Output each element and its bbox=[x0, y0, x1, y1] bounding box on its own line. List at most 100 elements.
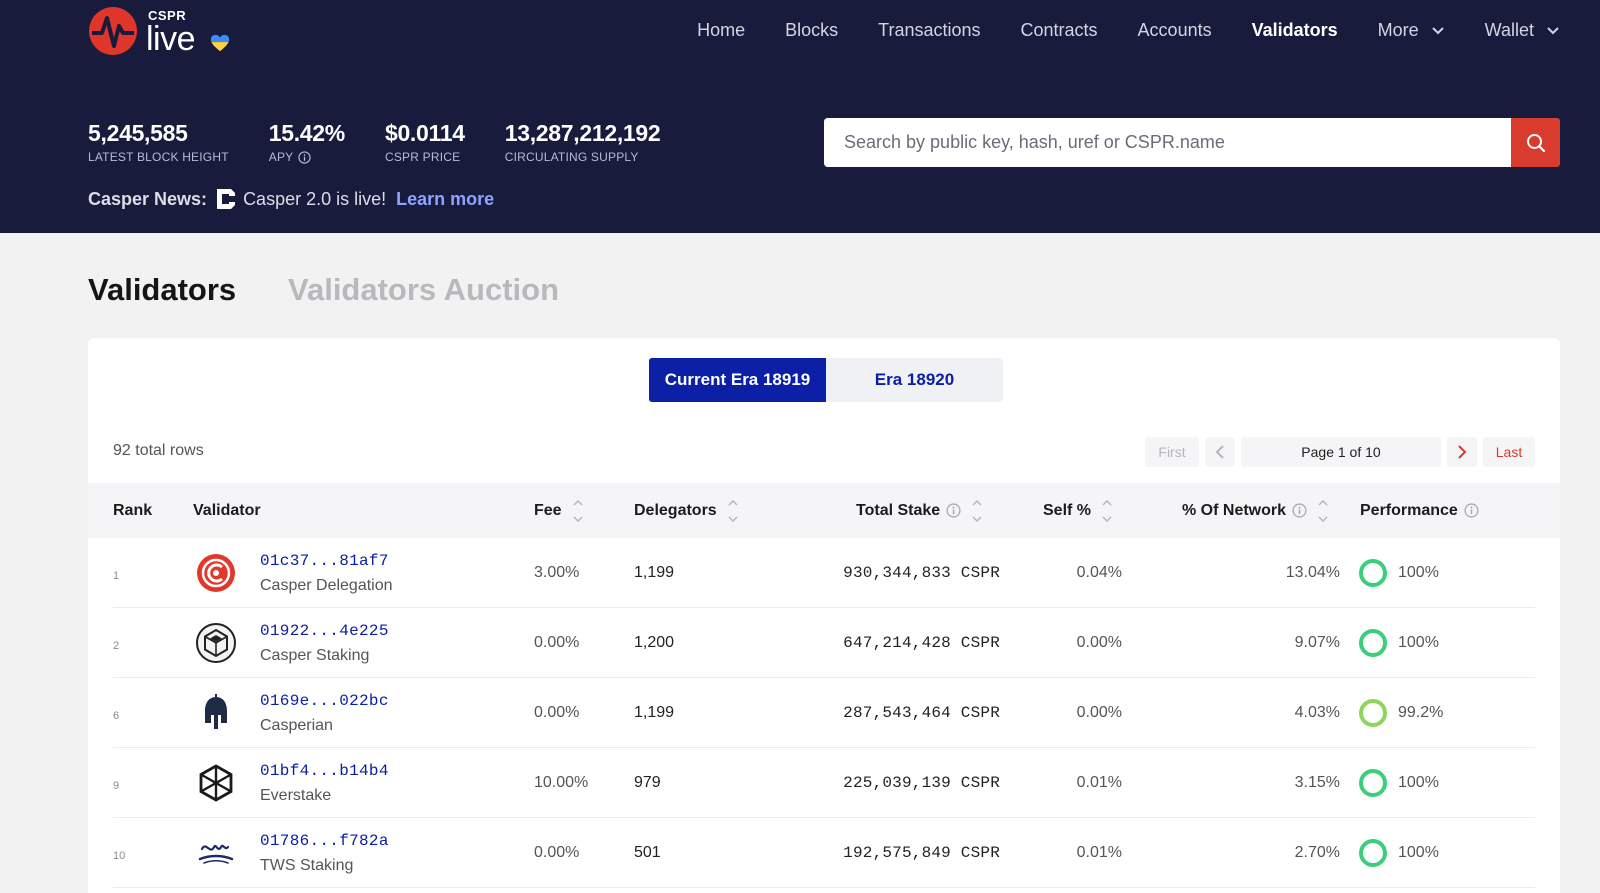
network-stats: 5,245,585 LATEST BLOCK HEIGHT 15.42% APY… bbox=[88, 120, 700, 164]
nav-wallet-label: Wallet bbox=[1484, 20, 1534, 40]
info-icon[interactable] bbox=[1292, 503, 1307, 518]
stat-apy: 15.42% APY bbox=[268, 120, 346, 164]
spartan-helmet-logo-icon bbox=[205, 694, 227, 729]
row-validator: 01786...f782a TWS Staking bbox=[260, 818, 389, 888]
row-performance: 100% bbox=[1358, 818, 1439, 888]
table-row[interactable]: 1 01c37...81af7 Casper Delegation 3.00% … bbox=[88, 538, 1560, 608]
row-network: 3.15% bbox=[1294, 774, 1340, 791]
sort-icon[interactable] bbox=[572, 496, 584, 526]
header-rank-label: Rank bbox=[113, 501, 153, 519]
row-performance: 99.2% bbox=[1358, 678, 1443, 748]
performance-value: 100% bbox=[1398, 634, 1439, 651]
row-rank: 9 bbox=[113, 780, 120, 792]
validator-name: Casper Delegation bbox=[260, 576, 393, 594]
info-icon[interactable] bbox=[1464, 503, 1479, 518]
tab-validators[interactable]: Validators bbox=[88, 272, 237, 307]
header-performance-label: Performance bbox=[1360, 501, 1458, 519]
header-delegators-label: Delegators bbox=[634, 501, 717, 519]
row-divider bbox=[113, 747, 1535, 748]
stat-label-text: APY bbox=[268, 150, 294, 164]
nav-home[interactable]: Home bbox=[697, 20, 745, 41]
row-rank: 6 bbox=[113, 710, 120, 722]
validator-hash-link[interactable]: 01922...4e225 bbox=[260, 621, 389, 640]
row-fee: 10.00% bbox=[534, 774, 589, 791]
stat-label: CSPR PRICE bbox=[385, 150, 465, 164]
search-icon bbox=[1526, 133, 1545, 152]
header-validator-label: Validator bbox=[193, 501, 261, 519]
table-row[interactable]: 9 01bf4...b14b4 Everstake 10.00% 979 225… bbox=[88, 748, 1560, 818]
validator-hash-link[interactable]: 01c37...81af7 bbox=[260, 551, 389, 570]
sort-icon[interactable] bbox=[1101, 496, 1113, 526]
nav-wallet[interactable]: Wallet bbox=[1485, 20, 1560, 41]
table-row[interactable]: 10 01786...f782a TWS Staking 0.00% 501 1… bbox=[88, 818, 1560, 888]
stat-label-text: CIRCULATING SUPPLY bbox=[504, 150, 639, 164]
stat-label-text: LATEST BLOCK HEIGHT bbox=[88, 150, 229, 164]
cspr-live-logo[interactable]: CSPR live bbox=[88, 6, 248, 58]
stat-label: APY bbox=[269, 150, 345, 164]
validator-hash-link[interactable]: 0169e...022bc bbox=[260, 691, 389, 710]
validators-card: Current Era 18919 Era 18920 92 total row… bbox=[88, 338, 1560, 893]
next-era-button[interactable]: Era 18920 bbox=[826, 358, 1003, 402]
validator-hash-link[interactable]: 01bf4...b14b4 bbox=[260, 761, 389, 780]
nav-blocks[interactable]: Blocks bbox=[785, 20, 838, 41]
nav-accounts[interactable]: Accounts bbox=[1138, 20, 1212, 41]
row-fee: 0.00% bbox=[534, 844, 580, 861]
row-rank: 1 bbox=[113, 570, 120, 582]
row-self: 0.01% bbox=[1076, 774, 1122, 791]
table-row[interactable]: 6 0169e...022bc Casperian 0.00% 1,199 28… bbox=[88, 678, 1560, 748]
learn-more-link[interactable]: Learn more bbox=[396, 188, 495, 209]
row-delegators: 1,199 bbox=[634, 564, 675, 581]
main-nav: Home Blocks Transactions Contracts Accou… bbox=[657, 20, 1560, 41]
sort-icon[interactable] bbox=[971, 496, 983, 526]
header-delegators[interactable]: Delegators bbox=[634, 483, 739, 538]
stat-block-height: 5,245,585 LATEST BLOCK HEIGHT bbox=[88, 120, 229, 164]
row-total-stake: 192,575,849 CSPR bbox=[843, 844, 1000, 862]
sort-icon[interactable] bbox=[727, 496, 739, 526]
nav-transactions[interactable]: Transactions bbox=[878, 20, 980, 41]
nav-validators-label: Validators bbox=[1251, 20, 1338, 40]
search-bar bbox=[824, 118, 1560, 167]
row-performance: 100% bbox=[1358, 538, 1439, 608]
header-fee-label: Fee bbox=[534, 501, 562, 519]
top-header: CSPR live Home Blocks Transactions Contr… bbox=[0, 0, 1600, 233]
row-total-stake: 647,214,428 CSPR bbox=[843, 634, 1000, 652]
header-network[interactable]: % Of Network bbox=[1182, 483, 1329, 538]
search-input[interactable] bbox=[824, 118, 1511, 167]
row-validator: 01c37...81af7 Casper Delegation bbox=[260, 538, 393, 608]
current-era-button[interactable]: Current Era 18919 bbox=[649, 358, 826, 402]
info-icon[interactable] bbox=[298, 150, 311, 164]
nav-contracts[interactable]: Contracts bbox=[1021, 20, 1098, 41]
validator-name: Everstake bbox=[260, 786, 332, 804]
search-button[interactable] bbox=[1511, 118, 1560, 167]
sort-icon[interactable] bbox=[1317, 496, 1329, 526]
row-delegators: 501 bbox=[634, 844, 661, 861]
table-row[interactable]: 2 01922...4e225 Casper Staking 0.00% 1,2… bbox=[88, 608, 1560, 678]
page-indicator: Page 1 of 10 bbox=[1241, 437, 1441, 467]
header-total-stake[interactable]: Total Stake bbox=[856, 483, 983, 538]
heart-icon bbox=[210, 34, 230, 52]
info-icon[interactable] bbox=[946, 503, 961, 518]
first-page-button[interactable]: First bbox=[1145, 437, 1199, 467]
row-self: 0.00% bbox=[1076, 634, 1122, 651]
pagination: First Page 1 of 10 Last bbox=[1145, 437, 1535, 467]
casper-delegation-logo-icon bbox=[197, 554, 235, 592]
row-total-stake: 930,344,833 CSPR bbox=[843, 564, 1000, 582]
news-text: Casper 2.0 is live! bbox=[243, 188, 387, 209]
row-total-stake: 225,039,139 CSPR bbox=[843, 774, 1000, 792]
validator-hash-link[interactable]: 01786...f782a bbox=[260, 831, 389, 850]
nav-more[interactable]: More bbox=[1378, 20, 1445, 41]
casper-staking-logo-icon bbox=[196, 623, 236, 663]
stat-label: CIRCULATING SUPPLY bbox=[505, 150, 661, 164]
header-self[interactable]: Self % bbox=[1043, 483, 1113, 538]
tab-validators-auction[interactable]: Validators Auction bbox=[288, 272, 560, 307]
row-network: 9.07% bbox=[1294, 634, 1340, 651]
nav-validators[interactable]: Validators bbox=[1252, 20, 1338, 41]
stat-value: 13,287,212,192 bbox=[504, 120, 661, 146]
stat-value: 15.42% bbox=[268, 120, 346, 146]
next-page-button[interactable] bbox=[1447, 437, 1477, 467]
prev-page-button[interactable] bbox=[1205, 437, 1235, 467]
stat-label-text: CSPR PRICE bbox=[384, 150, 461, 164]
row-performance: 100% bbox=[1358, 748, 1439, 818]
header-fee[interactable]: Fee bbox=[534, 483, 584, 538]
last-page-button[interactable]: Last bbox=[1483, 437, 1535, 467]
